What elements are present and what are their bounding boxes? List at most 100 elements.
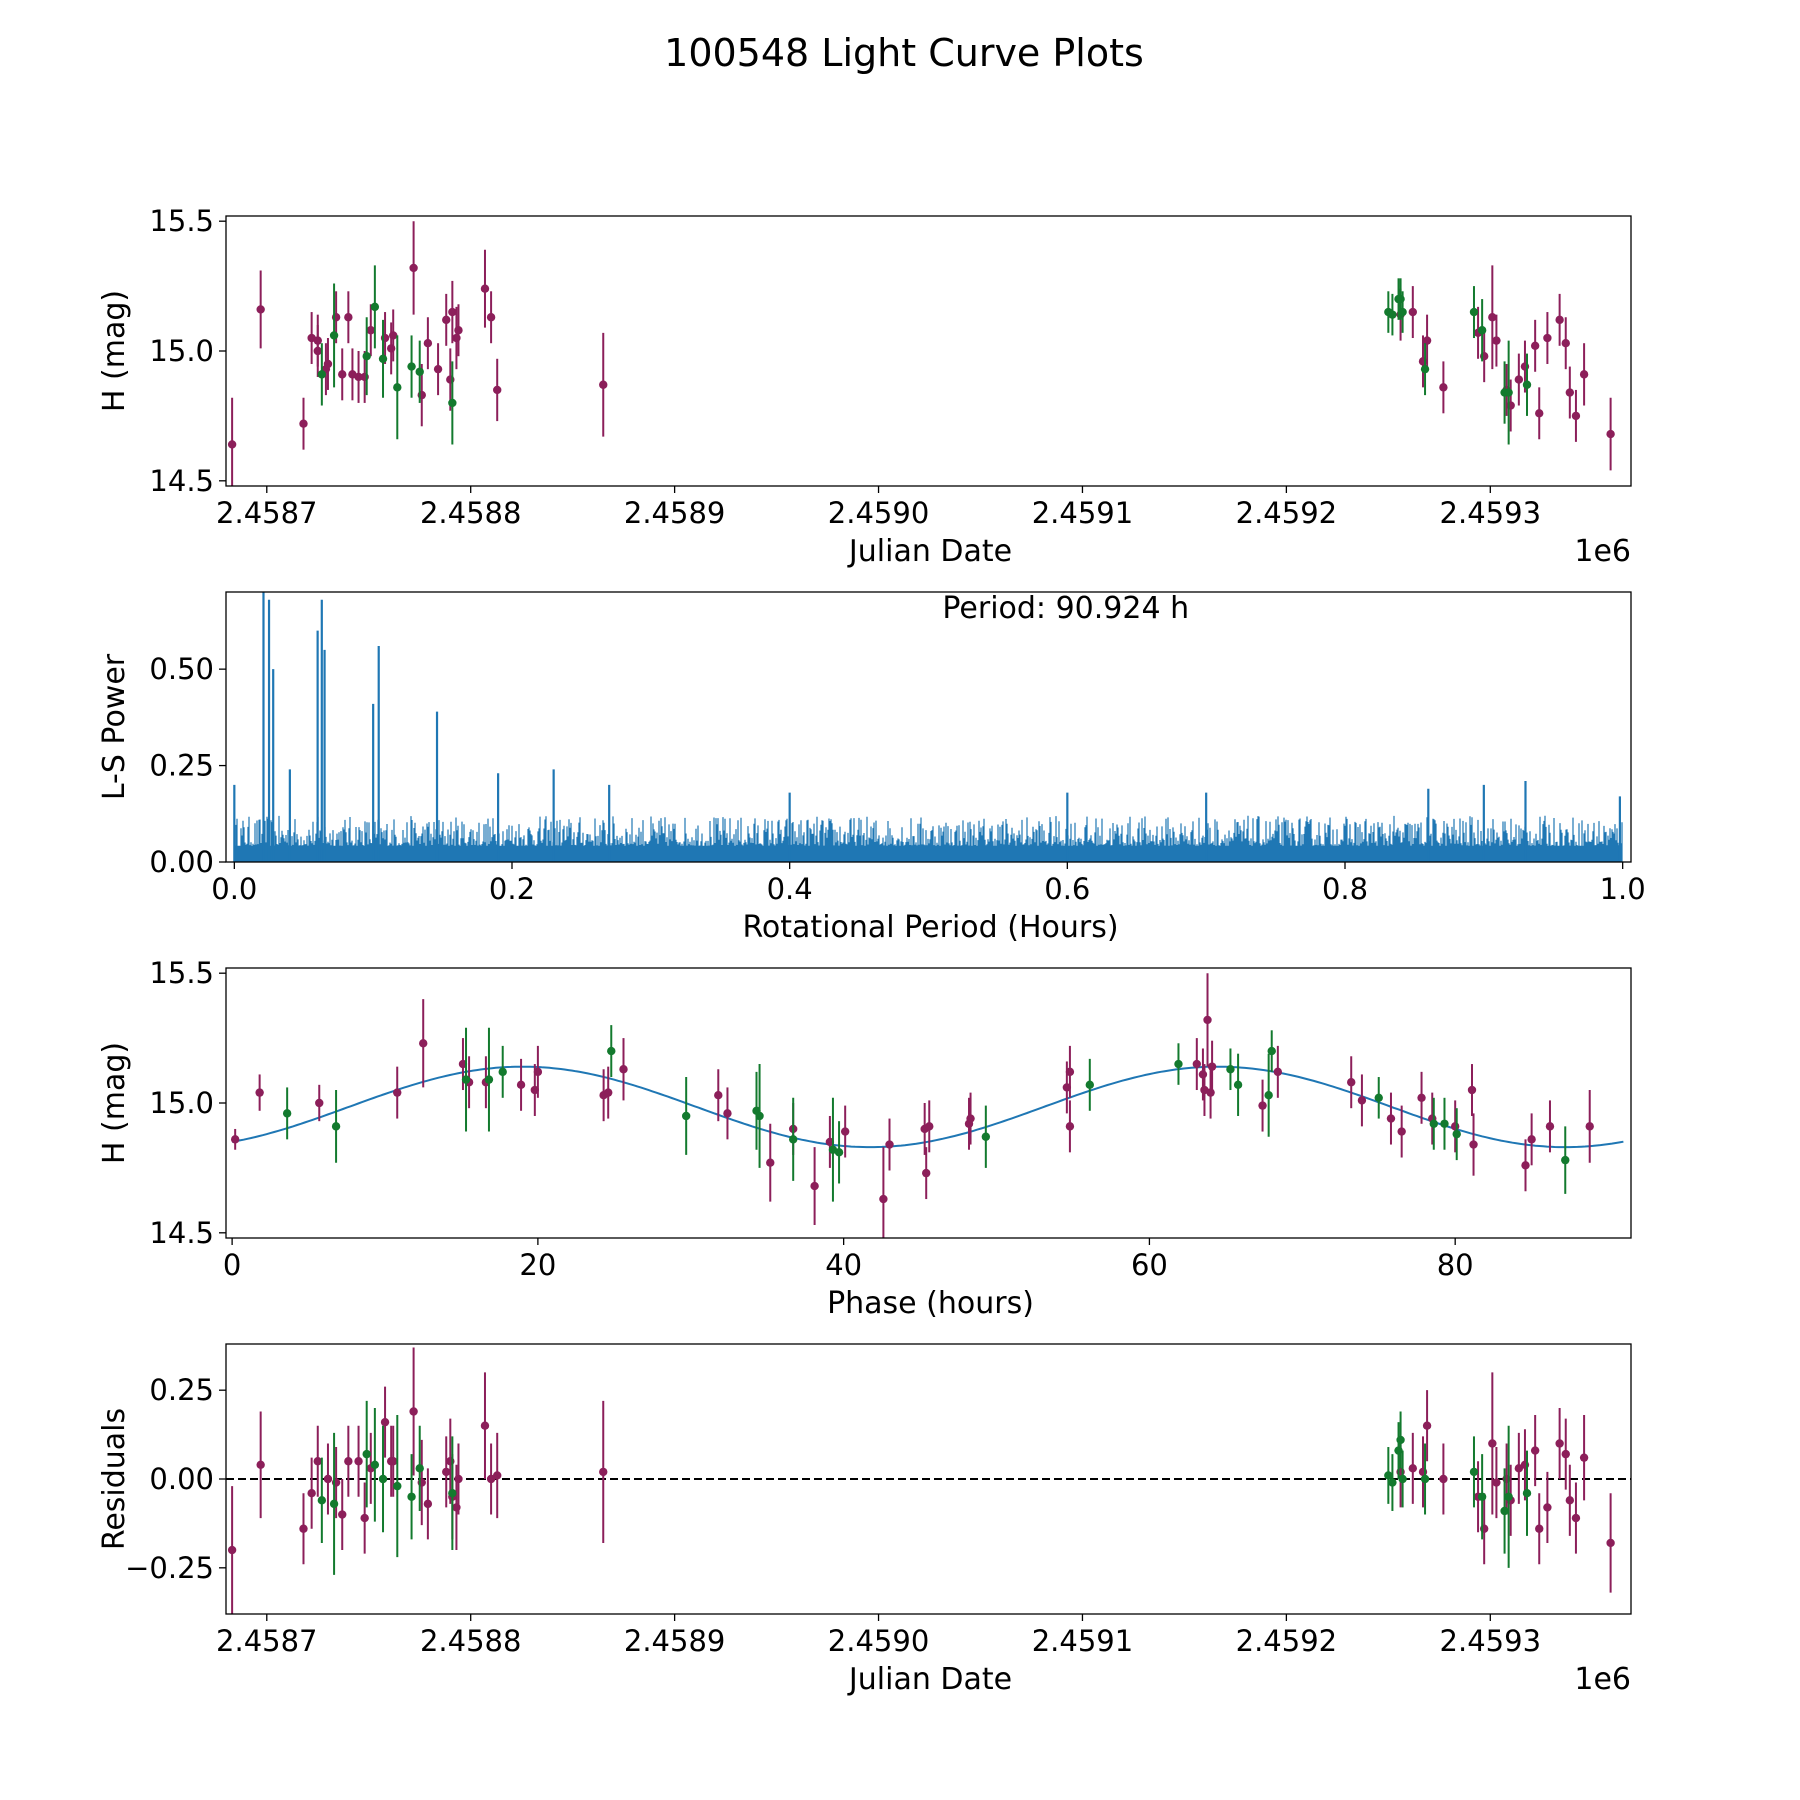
data-point — [1398, 1474, 1407, 1484]
data-point — [1374, 1093, 1383, 1103]
data-point — [1530, 341, 1540, 351]
data-point — [442, 1467, 451, 1477]
data-point — [433, 364, 443, 374]
data-point — [1467, 1085, 1477, 1095]
x-tick-label: 2.4590 — [828, 496, 929, 530]
data-point — [407, 1492, 416, 1501]
data-point — [315, 1098, 324, 1108]
data-point — [393, 1481, 402, 1491]
x-tick-label: 2.4587 — [216, 1624, 317, 1658]
data-point — [1543, 1503, 1552, 1512]
data-point — [1555, 315, 1564, 325]
data-point — [378, 354, 388, 363]
data-point — [480, 284, 490, 293]
y-tick-label: 0.00 — [149, 845, 214, 879]
data-point — [516, 1080, 526, 1090]
data-point — [1561, 1155, 1570, 1165]
x-tick-label: 0.0 — [211, 872, 257, 906]
data-point — [313, 336, 322, 345]
data-point — [966, 1114, 975, 1123]
data-point — [442, 315, 451, 325]
y-axis-label: H (mag) — [97, 290, 132, 412]
data-point — [922, 1168, 931, 1178]
y-tick-label: 15.0 — [149, 1086, 214, 1120]
data-point — [255, 1088, 264, 1097]
data-point — [1535, 409, 1544, 418]
data-point — [1469, 307, 1479, 317]
data-point — [409, 263, 418, 273]
data-point — [317, 1496, 327, 1505]
data-point — [1388, 310, 1397, 319]
y-axis-label: H (mag) — [97, 1042, 132, 1164]
data-point — [1579, 370, 1589, 379]
data-point — [1203, 1015, 1212, 1025]
data-point — [1561, 1449, 1570, 1459]
plot-area — [226, 1347, 1631, 1614]
data-point — [1450, 1122, 1460, 1131]
data-point — [448, 398, 457, 408]
data-point — [723, 1109, 732, 1118]
data-point — [1571, 1513, 1581, 1523]
data-point — [423, 1499, 433, 1509]
data-point — [498, 1067, 507, 1077]
data-point — [323, 1474, 333, 1484]
x-tick-label: 2.4589 — [624, 496, 725, 530]
x-tick-label: 0.4 — [767, 872, 813, 906]
data-point — [360, 1513, 369, 1523]
data-point — [1504, 388, 1513, 397]
x-tick-label: 2.4588 — [420, 1624, 521, 1658]
data-point — [256, 1460, 265, 1469]
x-tick-label: 2.4593 — [1440, 496, 1541, 530]
data-point — [766, 1158, 775, 1167]
data-point — [1492, 336, 1501, 345]
y-tick-label: 14.5 — [149, 1216, 214, 1250]
data-point — [599, 1467, 608, 1477]
data-point — [415, 1464, 424, 1473]
y-tick-label: 15.5 — [149, 204, 214, 238]
data-point — [1488, 313, 1497, 322]
y-tick-label: 15.5 — [149, 956, 214, 990]
data-point — [493, 1471, 502, 1480]
data-point — [362, 351, 371, 361]
data-point — [1408, 307, 1418, 317]
data-point — [1504, 1492, 1513, 1501]
panel-residuals: 2.4587 2.4588 2.4589 2.4590 2.4591 2.4592 2.45… — [97, 1343, 1632, 1697]
x-tick-label: 40 — [825, 1248, 862, 1282]
data-point — [1267, 1046, 1276, 1056]
data-point — [1477, 1492, 1487, 1501]
plot-area — [227, 221, 1615, 486]
data-point — [448, 1489, 457, 1498]
data-point — [1565, 388, 1575, 397]
data-point — [354, 1457, 363, 1466]
data-point — [484, 1075, 494, 1084]
data-point — [454, 1474, 463, 1484]
y-axis-label: Residuals — [97, 1408, 132, 1550]
data-point — [448, 307, 457, 317]
data-point — [389, 331, 398, 340]
period-annotation: Period: 90.924 h — [942, 591, 1189, 626]
data-point — [1207, 1062, 1217, 1071]
data-point — [755, 1111, 764, 1121]
data-point — [1514, 1464, 1524, 1473]
data-point — [1397, 1127, 1406, 1136]
data-point — [409, 1407, 418, 1416]
data-point — [981, 1132, 991, 1141]
data-point — [1226, 1065, 1235, 1074]
x-tick-label: 80 — [1437, 1248, 1474, 1282]
x-tick-label: 0.2 — [489, 872, 535, 906]
data-point — [1530, 1446, 1540, 1455]
data-point — [1440, 1119, 1449, 1128]
x-tick-label: 2.4592 — [1236, 1624, 1337, 1658]
data-point — [393, 383, 402, 392]
data-point — [1206, 1088, 1215, 1097]
data-point — [370, 1460, 380, 1469]
data-point — [486, 313, 496, 322]
data-point — [227, 440, 237, 449]
x-axis-label: Julian Date — [847, 1662, 1012, 1697]
data-point — [1488, 1439, 1497, 1448]
data-point — [879, 1194, 888, 1204]
panel-light-curve: 2.4587 2.4588 2.4589 2.4590 2.4591 2.4592 2.45… — [97, 204, 1632, 569]
data-point — [1417, 1093, 1426, 1103]
y-tick-label: 0.25 — [149, 1373, 214, 1407]
data-point — [1565, 1496, 1575, 1505]
